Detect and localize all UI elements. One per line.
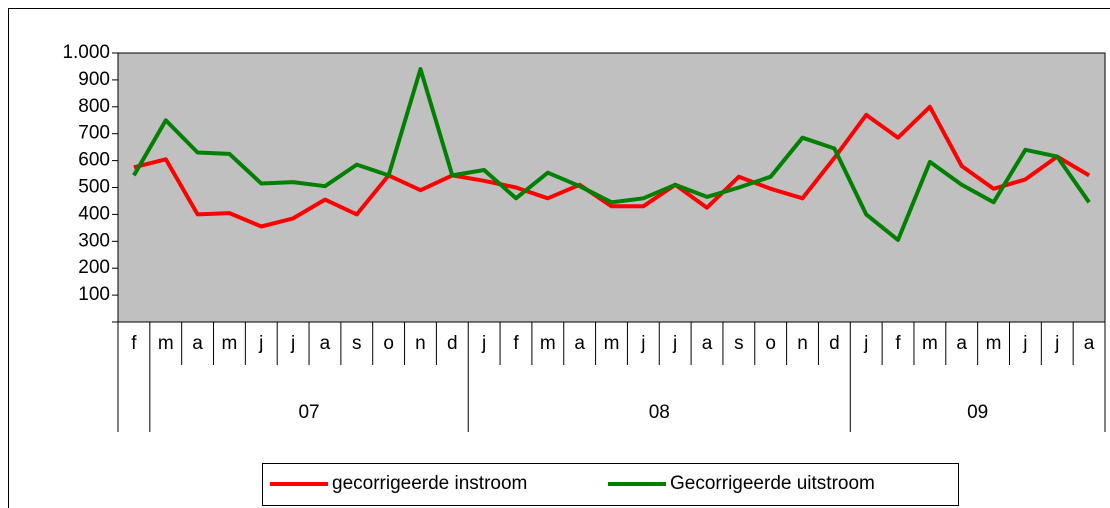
x-tick-label: f [131, 333, 137, 354]
x-tick-label: f [513, 333, 519, 354]
x-tick-label: m [222, 333, 238, 354]
x-tick-label: m [986, 333, 1002, 354]
x-tick-label: j [481, 333, 486, 354]
x-tick-label: j [640, 333, 645, 354]
x-tick-label: a [1084, 333, 1095, 354]
x-tick-label: s [352, 333, 362, 354]
series-line [133, 104, 1091, 229]
y-tick-label: 400 [78, 203, 110, 224]
y-tick-label: 500 [78, 177, 110, 198]
x-tick-label: m [158, 333, 174, 354]
x-tick-label: n [797, 333, 808, 354]
y-tick-label: 900 [78, 69, 110, 90]
x-tick-label: a [956, 333, 967, 354]
y-tick-label: 800 [78, 96, 110, 117]
group-label: 09 [967, 402, 988, 423]
x-tick-label: d [829, 333, 840, 354]
y-tick-label: 1.000 [62, 42, 110, 63]
y-tick-label: 300 [78, 230, 110, 251]
x-tick-label: o [383, 333, 394, 354]
y-tick-label: 700 [78, 123, 110, 144]
x-tick-label: f [895, 333, 901, 354]
x-tick-label: o [765, 333, 776, 354]
x-tick-label: j [290, 333, 295, 354]
y-tick-label: 100 [78, 284, 110, 305]
group-label: 08 [649, 402, 670, 423]
plot-area [117, 52, 1106, 323]
x-tick-label: j [258, 333, 263, 354]
x-tick-label: a [702, 333, 713, 354]
x-tick-label: n [415, 333, 426, 354]
x-tick-label: s [734, 333, 744, 354]
x-tick-label: m [922, 333, 938, 354]
x-tick-label: m [604, 333, 620, 354]
y-tick-label: 200 [78, 257, 110, 278]
series-line [132, 67, 1091, 242]
group-label: 07 [298, 402, 319, 423]
x-tick-label: j [1054, 333, 1059, 354]
x-tick-label: a [320, 333, 331, 354]
x-tick-label: j [672, 333, 677, 354]
x-tick-label: j [863, 333, 868, 354]
legend-label: gecorrigeerde instroom [332, 473, 527, 494]
x-tick-label: m [540, 333, 556, 354]
x-tick-label: a [192, 333, 203, 354]
x-tick-label: a [574, 333, 585, 354]
x-tick-label: d [447, 333, 458, 354]
legend-label: Gecorrigeerde uitstroom [670, 473, 875, 494]
x-tick-label: j [1022, 333, 1027, 354]
y-tick-label: 600 [78, 150, 110, 171]
